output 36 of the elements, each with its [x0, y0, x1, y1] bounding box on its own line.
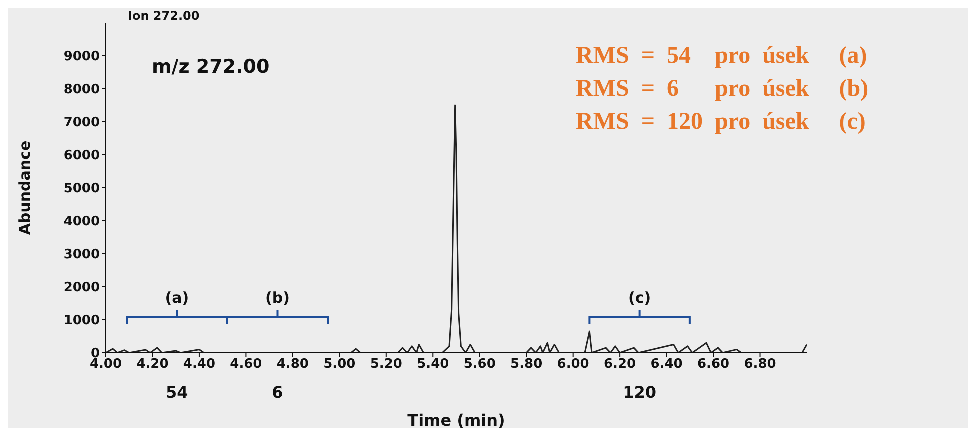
- annotation: (b): [266, 289, 290, 307]
- y-tick-label: 5000: [64, 182, 100, 197]
- y-tick-label: 6000: [64, 148, 100, 164]
- x-tick-label: 5.60: [464, 357, 496, 372]
- annotation: RMS = 6 pro úsek (b): [576, 76, 869, 102]
- y-tick-label: 8000: [64, 82, 100, 98]
- x-tick-label: 4.40: [183, 357, 216, 372]
- annotation: (a): [165, 289, 190, 307]
- x-tick-label: 6.20: [604, 357, 636, 372]
- x-tick-label: 5.20: [370, 357, 402, 372]
- y-tick-label: 9000: [64, 50, 100, 65]
- annotation: RMS = 120 pro úsek (c): [576, 109, 866, 135]
- y-tick-label: 7000: [64, 116, 100, 131]
- y-axis-title: Abundance: [16, 140, 34, 236]
- y-tick-label: 4000: [64, 214, 100, 230]
- text: 120: [623, 383, 657, 402]
- x-tick-label: 6.40: [650, 357, 683, 372]
- x-tick-label: 5.00: [324, 357, 356, 372]
- annotation: (c): [628, 289, 652, 307]
- y-tick-label: 2000: [64, 280, 100, 296]
- annotation: RMS = 54 pro úsek (a): [576, 43, 868, 69]
- x-tick-label: 5.40: [417, 357, 450, 372]
- x-tick-label: 4.60: [230, 357, 262, 372]
- annotation: m/z 272.00: [152, 56, 270, 78]
- x-tick-label: 4.20: [136, 357, 169, 372]
- text: 6: [272, 383, 284, 402]
- x-tick-label: 5.80: [510, 357, 543, 372]
- y-tick-label: 3000: [64, 248, 100, 263]
- chart-title: Ion 272.00: [128, 9, 200, 23]
- x-axis-title: Time (min): [408, 411, 506, 428]
- x-tick-label: 6.00: [557, 357, 590, 372]
- x-tick-label: 6.60: [697, 357, 730, 372]
- y-tick-label: 1000: [64, 314, 100, 329]
- x-tick-label: 6.80: [744, 357, 776, 372]
- text: 54: [166, 383, 188, 402]
- x-tick-label: 4.80: [276, 357, 309, 372]
